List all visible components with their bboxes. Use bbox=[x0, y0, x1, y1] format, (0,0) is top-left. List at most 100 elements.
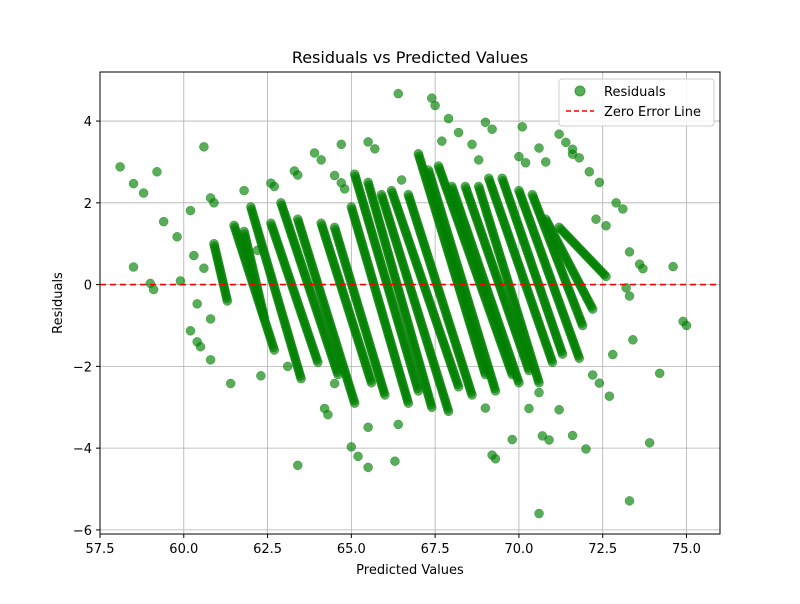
residual-point bbox=[393, 88, 404, 99]
residual-point bbox=[490, 386, 501, 396]
residual-point bbox=[192, 299, 202, 309]
residual-point bbox=[296, 373, 306, 384]
residual-point bbox=[534, 508, 544, 519]
y-axis-ticks: −6 −4 −2 0 2 4 bbox=[73, 115, 100, 539]
residual-point bbox=[195, 342, 206, 352]
plot-area bbox=[100, 88, 720, 519]
x-axis-ticks: 57.5 60.0 62.5 65.0 67.5 70.0 72.5 75.0 bbox=[86, 534, 701, 557]
residual-point bbox=[443, 406, 454, 417]
residual-point bbox=[574, 153, 584, 163]
residual-point bbox=[574, 353, 584, 363]
residual-point bbox=[534, 387, 544, 398]
residual-point bbox=[158, 216, 169, 227]
y-tick-label: 2 bbox=[84, 197, 92, 212]
residual-point bbox=[601, 220, 611, 231]
residual-point bbox=[577, 320, 588, 331]
residual-point bbox=[363, 137, 373, 147]
residual-point bbox=[269, 345, 280, 355]
residual-point bbox=[316, 155, 326, 165]
residual-point bbox=[561, 137, 571, 148]
residual-point bbox=[584, 167, 595, 177]
residual-point bbox=[540, 157, 551, 167]
residual-point bbox=[329, 378, 340, 389]
residual-point bbox=[534, 377, 544, 388]
residual-point bbox=[256, 371, 266, 381]
residual-point bbox=[185, 205, 196, 216]
residual-point bbox=[681, 320, 692, 331]
residual-point bbox=[608, 349, 618, 360]
residual-point bbox=[225, 378, 236, 389]
x-tick-label: 75.0 bbox=[672, 542, 701, 557]
residual-point bbox=[292, 460, 303, 471]
residual-point bbox=[534, 143, 544, 153]
residual-point bbox=[490, 454, 501, 464]
x-tick-label: 65.0 bbox=[337, 542, 366, 557]
residual-point bbox=[323, 409, 333, 420]
residual-point bbox=[366, 377, 377, 388]
x-tick-label: 70.0 bbox=[504, 542, 533, 557]
residual-point bbox=[587, 304, 598, 314]
x-tick-label: 62.5 bbox=[253, 542, 282, 557]
residual-point bbox=[115, 162, 125, 172]
residual-point bbox=[554, 404, 564, 415]
residual-point bbox=[346, 442, 357, 452]
residual-point bbox=[594, 378, 605, 388]
residual-point bbox=[336, 139, 347, 150]
x-axis-label: Predicted Values bbox=[356, 563, 464, 578]
residual-point bbox=[339, 184, 350, 194]
residual-point bbox=[467, 139, 477, 150]
residual-point bbox=[309, 148, 320, 158]
residual-point bbox=[138, 188, 149, 198]
residual-point bbox=[480, 403, 491, 413]
residual-point bbox=[189, 250, 199, 261]
legend-label-zero-line: Zero Error Line bbox=[604, 105, 701, 120]
residual-point bbox=[487, 124, 497, 134]
residual-point bbox=[524, 403, 534, 414]
residual-point bbox=[537, 431, 548, 441]
residual-point bbox=[363, 422, 373, 433]
residual-point bbox=[199, 142, 209, 152]
x-tick-label: 60.0 bbox=[169, 542, 198, 557]
residual-point bbox=[329, 170, 340, 181]
residual-point bbox=[175, 276, 186, 286]
residual-point bbox=[514, 151, 524, 162]
residual-point bbox=[520, 158, 531, 168]
legend-label-residuals: Residuals bbox=[604, 85, 666, 100]
residual-point bbox=[473, 155, 484, 165]
legend-box bbox=[558, 78, 715, 127]
y-axis-label: Residuals bbox=[51, 272, 66, 334]
residual-point bbox=[621, 283, 631, 293]
residual-point bbox=[403, 398, 414, 408]
residual-point bbox=[437, 136, 447, 146]
chart-title: Residuals vs Predicted Values bbox=[292, 48, 528, 67]
residual-point bbox=[601, 271, 611, 282]
residual-point bbox=[269, 181, 280, 192]
residual-point bbox=[443, 113, 454, 124]
residual-point bbox=[209, 198, 219, 208]
residual-point bbox=[199, 263, 209, 273]
legend: Residuals Zero Error Line bbox=[558, 78, 715, 127]
residual-point bbox=[282, 361, 293, 372]
residual-point bbox=[547, 357, 558, 368]
residual-point bbox=[514, 377, 524, 388]
residual-point bbox=[292, 170, 303, 180]
residual-point bbox=[128, 262, 139, 272]
residual-point bbox=[587, 370, 598, 380]
residual-point bbox=[611, 198, 621, 208]
residual-point bbox=[380, 390, 390, 400]
legend-marker-residuals bbox=[574, 85, 586, 97]
residual-point bbox=[205, 355, 216, 365]
residual-point bbox=[638, 263, 648, 274]
residual-point bbox=[259, 312, 269, 323]
residual-point bbox=[594, 177, 605, 188]
x-tick-label: 57.5 bbox=[86, 542, 115, 557]
residual-point bbox=[396, 175, 407, 185]
residual-point bbox=[628, 335, 638, 345]
residual-point bbox=[222, 296, 233, 306]
residual-point bbox=[427, 402, 437, 413]
residual-point bbox=[604, 391, 615, 401]
residual-point bbox=[567, 430, 578, 441]
residual-point bbox=[517, 122, 528, 132]
